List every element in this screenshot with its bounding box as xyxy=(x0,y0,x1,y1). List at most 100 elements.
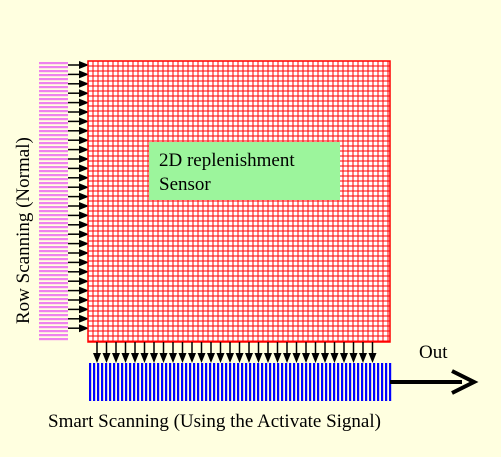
row-arrow-head xyxy=(79,155,89,163)
row-scanner-stripe xyxy=(39,270,68,273)
column-arrow-head xyxy=(197,353,206,363)
column-scanner-stripe xyxy=(341,363,344,401)
row-scanner-stripe xyxy=(39,222,68,225)
column-scanner-stripe xyxy=(361,363,364,401)
row-scanner-stripe xyxy=(39,234,68,237)
row-scanner-stripe xyxy=(39,294,68,297)
row-arrow-head xyxy=(79,267,89,276)
column-scanner-stripe xyxy=(249,363,252,401)
row-scanner-stripe xyxy=(39,110,68,113)
column-scanner-stripe xyxy=(93,363,96,401)
row-scanner-stripe xyxy=(39,278,68,281)
row-arrow-head xyxy=(79,98,89,107)
row-scanner-stripe xyxy=(39,190,68,193)
sensor-label-background xyxy=(149,142,340,200)
row-arrow-head xyxy=(79,220,89,229)
out-arrow xyxy=(390,369,479,395)
row-arrow-head xyxy=(79,192,89,201)
column-scanner-stripe xyxy=(125,363,128,401)
row-scanner-stripe xyxy=(39,198,68,201)
column-arrow-head xyxy=(340,353,348,363)
column-arrows xyxy=(93,342,377,363)
column-arrow-head xyxy=(349,353,358,363)
column-arrow-head xyxy=(273,353,282,363)
out-arrow-head xyxy=(451,369,479,395)
row-scanner-stripe xyxy=(39,322,68,325)
row-scanner-stripe xyxy=(39,298,68,301)
row-scanner-stripe xyxy=(39,242,68,245)
column-arrow-head xyxy=(226,353,234,363)
column-scanner-stripe xyxy=(373,363,376,401)
row-arrow-head xyxy=(79,136,89,145)
row-scanner-stripe xyxy=(39,326,68,329)
row-scanner-stripe xyxy=(39,134,68,137)
column-scanner-stripe xyxy=(165,363,168,401)
row-scanner-stripe xyxy=(39,142,68,145)
row-scanner-stripe xyxy=(39,286,68,289)
row-arrow-head xyxy=(79,202,89,210)
sensor-grid xyxy=(87,60,391,343)
row-arrow-head xyxy=(79,286,89,295)
column-scanner-stripe xyxy=(317,363,320,401)
row-scanner-stripe xyxy=(39,138,68,141)
column-scanner-stripe xyxy=(181,363,184,401)
row-arrow-head xyxy=(79,314,89,323)
column-scanner-stripe xyxy=(153,363,156,401)
column-scanner-stripe xyxy=(253,363,256,401)
column-arrow-head xyxy=(245,353,253,363)
column-scanner-stripe xyxy=(117,363,120,401)
row-scanner-stripe xyxy=(39,314,68,317)
row-scanner-stripe xyxy=(39,98,68,101)
column-scanner-stripe xyxy=(205,363,208,401)
column-scanner-stripe xyxy=(169,363,172,401)
row-scanner-stripe xyxy=(39,182,68,185)
row-scanner-stripe xyxy=(39,246,68,249)
column-scanner xyxy=(89,363,392,401)
row-scanner-stripe xyxy=(39,114,68,117)
row-arrow-head xyxy=(79,117,89,126)
column-arrow-head xyxy=(321,353,329,363)
column-scanner-stripe xyxy=(129,363,132,401)
row-scanner-stripe xyxy=(39,154,68,157)
row-arrow-head xyxy=(79,61,89,69)
column-arrow-head xyxy=(292,353,301,363)
column-arrow-head xyxy=(121,353,130,363)
column-scanner-stripe xyxy=(149,363,152,401)
column-scanner-stripe xyxy=(101,363,104,401)
column-scanner-stripe xyxy=(133,363,136,401)
row-arrow-head xyxy=(79,70,89,79)
row-scanner-stripe xyxy=(39,158,68,161)
row-scanner-stripe xyxy=(39,170,68,173)
column-scanner-stripe xyxy=(273,363,276,401)
column-arrow-head xyxy=(235,353,244,363)
row-scanner-stripe xyxy=(39,334,68,337)
column-scanner-stripe xyxy=(269,363,272,401)
smart-scanning-label: Smart Scanning (Using the Activate Signa… xyxy=(48,411,381,432)
column-arrow-head xyxy=(302,353,310,363)
row-arrow-head xyxy=(79,324,89,333)
sensor-label-line1: 2D replenishment xyxy=(159,150,295,171)
row-scanner-stripe xyxy=(39,118,68,121)
column-scanner-stripe xyxy=(345,363,348,401)
column-scanner-stripe xyxy=(293,363,296,401)
row-scanner-stripe xyxy=(39,206,68,209)
column-scanner-stripe xyxy=(365,363,368,401)
row-scanner-stripe xyxy=(39,194,68,197)
column-scanner-stripe xyxy=(209,363,212,401)
column-scanner-stripe xyxy=(137,363,140,401)
row-arrow-head xyxy=(79,249,89,257)
row-scanner-stripe xyxy=(39,230,68,233)
column-arrow-head xyxy=(368,353,377,363)
column-scanner-stripe xyxy=(109,363,112,401)
row-scanner-stripe xyxy=(39,338,68,341)
column-scanner-stripe xyxy=(213,363,216,401)
column-arrow-head xyxy=(140,353,149,363)
column-scanner-stripe xyxy=(173,363,176,401)
row-arrow-head xyxy=(79,277,89,286)
column-arrow-head xyxy=(330,353,339,363)
column-scanner-stripe xyxy=(225,363,228,401)
row-scanner-stripe xyxy=(39,266,68,269)
row-scanner-stripe xyxy=(39,310,68,313)
row-scanner-stripe xyxy=(39,306,68,309)
column-scanner-stripe xyxy=(261,363,264,401)
